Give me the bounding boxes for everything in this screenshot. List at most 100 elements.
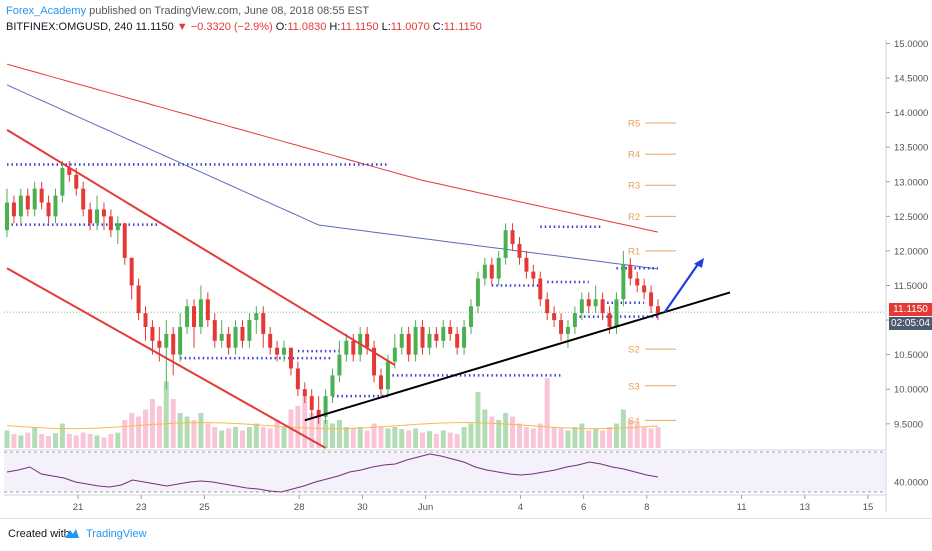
candle-body (337, 354, 342, 376)
volume-bar (641, 427, 647, 448)
volume-bar (406, 430, 412, 448)
candle-body (212, 320, 217, 341)
pivot-level-label: R5 (628, 118, 640, 129)
volume-bar (378, 427, 384, 448)
candle-body (143, 313, 148, 327)
candle-body (226, 333, 231, 348)
volume-bar (198, 413, 204, 448)
tradingview-brand[interactable]: TradingView (86, 528, 147, 540)
candle-body (25, 195, 30, 210)
candle-body (635, 278, 640, 286)
time-tick-label: 23 (136, 502, 147, 513)
ema-long-line (6, 63, 659, 233)
candle-body (607, 313, 612, 327)
volume-bar (46, 436, 52, 448)
price-tick-label: 13.5000 (894, 143, 928, 154)
price-tick-label: 12.0000 (894, 246, 928, 257)
volume-bar (191, 420, 197, 448)
ohlc-l-label: L: (381, 21, 391, 33)
volume-bar (613, 423, 619, 448)
volume-bar (129, 413, 135, 448)
time-tick-label: 8 (644, 502, 649, 513)
candle-body (614, 299, 619, 327)
volume-bar (593, 428, 599, 448)
candle-body (136, 285, 141, 314)
volume-bar (52, 433, 58, 448)
rsi-band (4, 452, 886, 492)
candle-body (565, 326, 570, 334)
candle-body (122, 223, 127, 258)
candle-body (330, 375, 335, 397)
candle-body (39, 188, 44, 203)
price-change: ▼ −0.3320 (−2.9%) (176, 21, 273, 33)
volume-bar (634, 423, 640, 448)
volume-bar (350, 428, 356, 448)
publish-line: Forex_Academy published on TradingView.c… (6, 5, 369, 17)
candle-body (475, 278, 480, 307)
candle-body (496, 257, 501, 279)
volume-bar (475, 392, 481, 448)
volume-bar (600, 430, 606, 448)
candle-body (572, 313, 577, 327)
volume-bar (426, 431, 432, 448)
symbol-label[interactable]: BITFINEX:OMGUSD, 240 (6, 21, 133, 33)
candle-body (67, 167, 72, 175)
candle-body (378, 375, 383, 390)
publish-info: published on TradingView.com, June 08, 2… (89, 5, 370, 17)
time-tick-label: Jun (418, 502, 433, 513)
volume-bar (66, 434, 72, 448)
volume-bar (184, 416, 190, 448)
volume-bar (433, 434, 439, 448)
candle-body (441, 326, 446, 341)
price-chart[interactable]: 15.0000 14.5000 14.0000 13.5000 13.0000 12.50… (0, 0, 932, 518)
channel-upper-line (6, 129, 396, 366)
candle-body (150, 326, 155, 341)
candle-body (205, 299, 210, 321)
volume-bar (122, 420, 128, 448)
volume-bar (32, 427, 38, 448)
candle-body (185, 306, 190, 327)
candle-body (559, 320, 564, 334)
volume-bar (295, 406, 301, 448)
candle-body (427, 333, 432, 348)
volume-bar (163, 381, 169, 448)
volume-bar (274, 420, 280, 448)
volume-bar (330, 423, 335, 448)
volume-bar (523, 427, 529, 448)
volume-bar (336, 420, 342, 448)
volume-bar (156, 406, 162, 448)
volume-bar (620, 409, 626, 448)
rsi-line (6, 453, 659, 493)
created-with-label: Created with (8, 528, 70, 540)
candle-body (642, 285, 647, 293)
volume-bar (239, 430, 245, 448)
ohlc-h-label: H: (329, 21, 341, 33)
volume-bar (627, 420, 633, 448)
volume-bar (607, 427, 613, 448)
ohlc-open: 11.0830 (287, 21, 327, 33)
volume-bar (253, 423, 259, 448)
candle-body (545, 299, 550, 314)
ohlc-c-label: C: (432, 21, 444, 33)
pivot-level-label: R4 (628, 150, 640, 161)
candle-body (178, 326, 183, 355)
volume-bar (468, 423, 474, 448)
volume-bar (586, 430, 592, 448)
price-tick-label: 12.5000 (894, 212, 928, 223)
author-link[interactable]: Forex_Academy (6, 5, 87, 17)
price-tick-label: 14.0000 (894, 108, 928, 119)
chart-header: Forex_Academy published on TradingView.c… (0, 0, 932, 40)
candle-body (448, 326, 453, 334)
candle-body (247, 320, 252, 341)
candle-body (586, 299, 591, 307)
forecast-arrow-head (694, 257, 704, 268)
candle-body (531, 271, 536, 279)
time-tick-label: 11 (737, 502, 747, 513)
candle-body (510, 230, 515, 244)
last-price: 11.1150 (135, 21, 174, 33)
candle-body (392, 347, 397, 362)
candle-body (455, 333, 460, 348)
candle-body (240, 326, 245, 341)
volume-bar (510, 416, 516, 448)
volume-bar (281, 427, 287, 448)
